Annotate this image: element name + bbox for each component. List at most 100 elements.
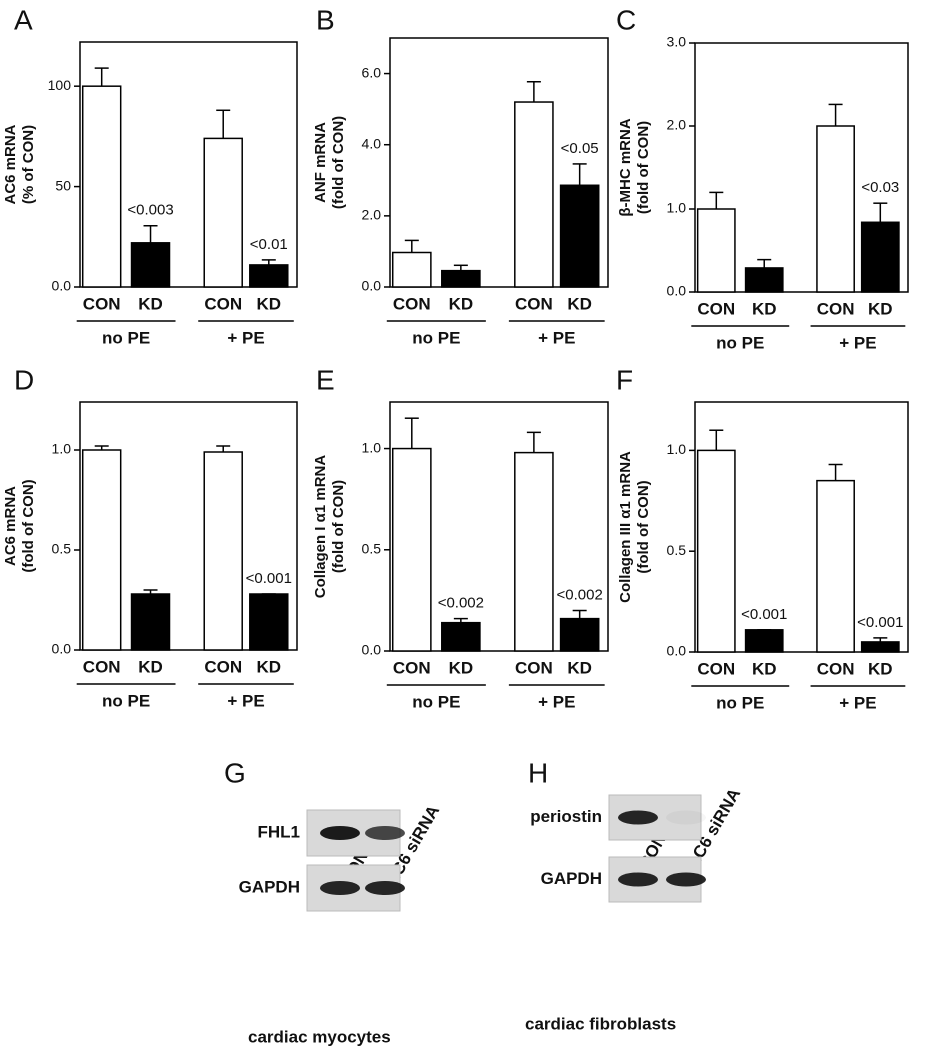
y-tick-label: 50 (55, 177, 71, 193)
x-tick-label: KD (257, 657, 282, 676)
y-tick-label: 2.0 (362, 207, 382, 223)
x-tick-label: CON (83, 294, 121, 313)
x-tick-label: KD (567, 658, 592, 677)
error-bar (709, 429, 724, 451)
p-value-note: <0.05 (561, 140, 599, 157)
group-label: no PE (716, 333, 764, 352)
x-tick-label: CON (393, 658, 431, 677)
y-label-line: (fold of CON) (635, 121, 652, 214)
x-tick-label: CON (697, 299, 735, 318)
y-tick-label: 0.5 (52, 541, 72, 557)
y-tick-label: 100 (48, 77, 72, 93)
bar (744, 267, 784, 293)
y-label: β-MHC mRNA (fold of CON) (617, 118, 652, 216)
y-tick-label: 0.5 (667, 542, 687, 558)
y-tick-label: 1.0 (667, 441, 687, 457)
error-bar (143, 589, 158, 594)
x-tick-label: CON (393, 294, 431, 313)
group-label: no PE (716, 693, 764, 712)
error-bar (828, 463, 843, 481)
bar (559, 617, 600, 652)
error-bar (94, 67, 109, 87)
y-label-line: AC6 mRNA (2, 486, 19, 566)
bar (203, 137, 243, 288)
y-tick-label: 0.5 (362, 540, 382, 556)
error-bar (572, 163, 587, 186)
bar (81, 449, 122, 651)
x-tick-label: CON (817, 299, 855, 318)
y-tick-label: 0.0 (667, 283, 687, 299)
error-bar (94, 445, 109, 450)
bar (696, 449, 736, 653)
bar (860, 641, 900, 653)
y-tick-label: 0.0 (362, 278, 382, 294)
y-tick-label: 4.0 (362, 135, 382, 151)
y-label-line: β-MHC mRNA (617, 118, 634, 216)
x-tick-label: CON (515, 658, 553, 677)
bar (391, 447, 432, 652)
x-tick-label: KD (449, 658, 474, 677)
group-label: no PE (412, 692, 460, 711)
y-tick-label: 1.0 (667, 200, 687, 216)
x-tick-label: CON (204, 657, 242, 676)
panel-letter: A (14, 4, 33, 35)
plot-frame (389, 401, 609, 652)
y-tick-label: 2.0 (667, 117, 687, 133)
bar (696, 208, 736, 293)
panel-letter: G (224, 757, 246, 788)
bar (816, 125, 855, 293)
y-tick-label: 3.0 (667, 34, 687, 50)
y-label-line: (fold of CON) (635, 480, 652, 573)
y-label-line: Collagen III α1 mRNA (617, 451, 634, 603)
error-bar (526, 431, 541, 453)
y-label: Collagen III α1 mRNA (fold of CON) (617, 451, 652, 603)
bar (514, 451, 554, 652)
x-tick-label: KD (567, 294, 592, 313)
y-label: Collagen I α1 mRNA (fold of CON) (312, 455, 347, 599)
bar (816, 479, 855, 653)
x-tick-label: KD (138, 657, 163, 676)
row-label: GAPDH (541, 869, 602, 888)
x-tick-label: CON (817, 659, 855, 678)
band (320, 881, 360, 895)
p-value-note: <0.01 (250, 236, 288, 253)
x-tick-label: KD (257, 294, 282, 313)
band (666, 872, 706, 887)
x-tick-label: CON (204, 294, 242, 313)
y-label-line: (fold of CON) (330, 116, 347, 209)
p-value-note: <0.001 (246, 570, 292, 587)
x-tick-label: CON (83, 657, 121, 676)
bar (130, 242, 171, 288)
band (365, 826, 405, 840)
bar (514, 101, 554, 288)
y-tick-label: 0.0 (362, 642, 382, 658)
group-label: no PE (102, 691, 150, 710)
group-label: no PE (102, 328, 150, 347)
y-tick-label: 0.0 (52, 278, 72, 294)
plot-frame (79, 41, 298, 288)
x-tick-label: CON (515, 294, 553, 313)
band (320, 826, 360, 840)
error-bar (526, 81, 541, 103)
error-bar (143, 225, 158, 243)
y-label-line: (% of CON) (20, 125, 37, 204)
group-label: + PE (538, 328, 575, 347)
band (666, 810, 706, 825)
row-label: periostin (530, 807, 602, 826)
y-label-line: (fold of CON) (330, 480, 347, 573)
x-tick-label: KD (138, 294, 163, 313)
group-label: no PE (412, 328, 460, 347)
x-tick-label: KD (868, 299, 893, 318)
group-label: + PE (227, 328, 264, 347)
bar (441, 621, 481, 652)
x-tick-label: KD (449, 294, 474, 313)
error-bar (261, 259, 276, 265)
group-label: + PE (227, 691, 264, 710)
y-tick-label: 0.0 (667, 643, 687, 659)
bar (441, 269, 481, 288)
y-tick-label: 0.0 (52, 641, 72, 657)
y-label-line: AC6 mRNA (2, 124, 19, 204)
error-bar (453, 264, 468, 271)
p-value-note: <0.002 (438, 595, 484, 612)
